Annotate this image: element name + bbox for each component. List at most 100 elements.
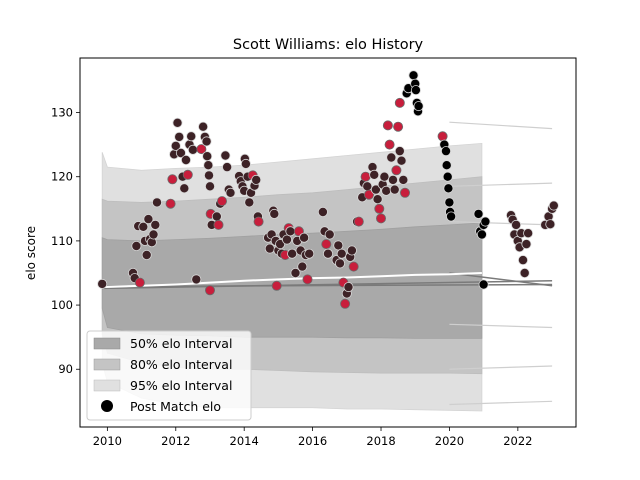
data-point [203,170,214,181]
data-point [340,298,351,309]
data-point [131,240,142,251]
data-point [363,189,374,200]
data-point [334,258,345,269]
legend-label-80: 80% elo Interval [130,357,232,372]
data-point [369,169,380,180]
data-point [216,196,227,207]
data-point [141,249,152,260]
data-point [386,152,397,163]
data-point [343,282,354,293]
data-point [478,279,489,290]
data-point [444,197,455,208]
band-50 [101,222,483,339]
x-tick-label-2012: 2012 [161,434,190,448]
data-point [143,214,154,225]
legend-swatch-80 [93,358,121,371]
data-point [202,151,213,162]
legend-marker-post [101,400,113,412]
data-point [346,245,357,256]
data-point [264,243,275,254]
data-point [174,131,185,142]
data-point [393,121,404,132]
legend-label-50: 50% elo Interval [130,336,232,351]
y-axis-label: elo score [24,226,38,280]
x-tick-label-2022: 2022 [503,434,532,448]
data-point [151,197,162,208]
chart-title: Scott Williams: elo History [233,37,424,53]
data-point [324,229,335,240]
data-point [511,219,522,230]
data-point [473,208,484,219]
data-point [196,144,207,155]
data-point [440,146,451,157]
data-point [271,280,282,291]
y-tick-label-130: 130 [51,106,73,120]
legend: 50% elo Interval 80% elo Interval 95% el… [86,330,252,421]
faint-band-line-3 [449,323,553,329]
data-point [382,120,393,131]
axes: 2010 2012 2014 2016 2018 2020 2022 90 100 110 120 1… [51,57,577,448]
data-point [317,206,328,217]
data-point [348,261,359,272]
data-point [362,181,373,192]
data-point [285,226,296,237]
data-point [97,278,108,289]
faint-band-line-2 [449,221,553,226]
legend-label-post: Post Match elo [130,399,221,414]
data-point [299,232,310,243]
data-point [182,169,193,180]
data-point [179,183,190,194]
data-point [304,248,315,259]
data-point [521,239,532,250]
data-point [220,150,231,161]
data-point [297,261,308,272]
data-point [399,187,410,198]
data-point [138,221,149,232]
data-point [170,140,181,151]
legend-swatch-95 [93,379,121,392]
data-point [253,216,264,227]
legend-box [86,330,252,421]
data-point [203,160,214,171]
data-point [191,274,202,285]
data-point [443,183,454,194]
data-point [336,248,347,259]
data-point [290,267,301,278]
data-point [476,229,487,240]
data-point [165,198,176,209]
data-point [446,211,457,222]
data-point [167,174,178,185]
data-point [269,208,280,219]
data-point [201,136,212,147]
data-point [204,285,215,296]
legend-label-95: 95% elo Interval [130,378,232,393]
x-tick-label-2014: 2014 [230,434,259,448]
data-point [204,181,215,192]
data-point [523,228,534,239]
data-point [394,146,405,157]
faint-band-line-1 [449,182,553,187]
data-point [244,197,255,208]
x-tick-label-2016: 2016 [298,434,327,448]
data-point [187,144,198,155]
data-point [225,187,236,198]
data-point [213,219,224,230]
data-point [353,216,364,227]
data-point [387,174,398,185]
data-point [222,162,233,173]
data-point [396,155,407,166]
data-point [150,219,161,230]
faint-band-line-0 [449,121,553,130]
data-point [198,121,209,132]
data-point [398,174,409,185]
data-point [381,185,392,196]
data-point [370,184,381,195]
data-point [384,139,395,150]
data-point [548,200,559,211]
data-point [172,117,183,128]
data-point [375,213,386,224]
data-point [360,171,371,182]
data-point [379,171,390,182]
faint-band-line-5 [449,400,553,406]
